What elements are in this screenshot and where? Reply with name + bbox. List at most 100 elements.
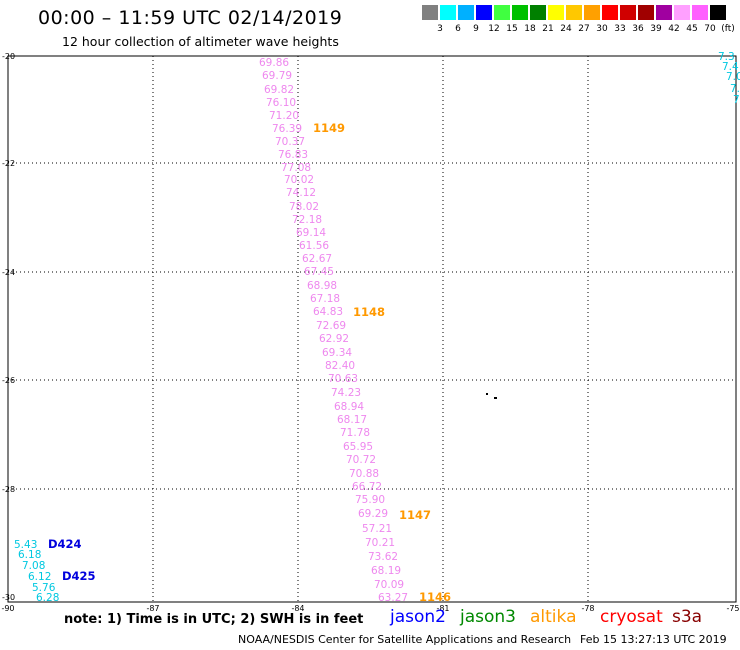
wave-height-label: 76.39 bbox=[272, 123, 302, 135]
page-subtitle: 12 hour collection of altimeter wave hei… bbox=[62, 34, 339, 49]
satellite-legend-item: s3a bbox=[672, 607, 703, 627]
legend-label: (ft) bbox=[721, 24, 735, 34]
wave-height-label: 7. bbox=[730, 83, 740, 95]
track-id-label: D425 bbox=[62, 569, 96, 583]
longitude-tick-label: -81 bbox=[436, 604, 449, 613]
wave-height-label: 6.28 bbox=[36, 592, 59, 604]
wave-height-label: 62.67 bbox=[302, 253, 332, 265]
satellite-legend-item: altika bbox=[530, 607, 577, 627]
note-text: note: 1) Time is in UTC; 2) SWH is in fe… bbox=[64, 612, 364, 627]
legend-label: 42 bbox=[668, 24, 680, 34]
wave-height-label: 7.0 bbox=[726, 71, 740, 83]
page-title: 00:00 – 11:59 UTC 02/14/2019 bbox=[38, 7, 343, 29]
wave-height-label: 67.18 bbox=[310, 293, 340, 305]
wave-height-label: 72.69 bbox=[316, 320, 346, 332]
wave-height-label: 69.29 bbox=[358, 508, 388, 520]
wave-height-label: 6.18 bbox=[18, 549, 41, 561]
wave-height-label: 71.78 bbox=[340, 427, 370, 439]
wave-height-label: 72.18 bbox=[292, 214, 322, 226]
legend-swatch bbox=[548, 5, 564, 20]
legend-swatch bbox=[674, 5, 690, 20]
wave-height-label: 69.86 bbox=[259, 57, 289, 69]
legend-swatch bbox=[710, 5, 726, 20]
wave-height-label: 7.08 bbox=[22, 560, 45, 572]
legend-swatch bbox=[440, 5, 456, 20]
wave-height-label: 70.37 bbox=[275, 136, 305, 148]
wave-height-label: 64.83 bbox=[313, 306, 343, 318]
legend-label: 70 bbox=[704, 24, 716, 34]
legend-label: 18 bbox=[524, 24, 536, 34]
wave-height-label: 61.56 bbox=[299, 240, 329, 252]
wave-height-label: 70.02 bbox=[284, 174, 314, 186]
legend-swatch bbox=[512, 5, 528, 20]
legend-swatch bbox=[584, 5, 600, 20]
wave-height-label: 70.63 bbox=[328, 373, 358, 385]
wave-height-label: 70.09 bbox=[374, 579, 404, 591]
wave-height-label: 7.3 bbox=[718, 51, 735, 63]
legend-label: 33 bbox=[614, 24, 626, 34]
longitude-tick-label: -90 bbox=[1, 604, 14, 613]
longitude-tick-label: -84 bbox=[291, 604, 304, 613]
wave-height-label: 82.40 bbox=[325, 360, 355, 372]
wave-height-label: 62.92 bbox=[319, 333, 349, 345]
legend-label: 15 bbox=[506, 24, 518, 34]
wave-height-label: 57.21 bbox=[362, 523, 392, 535]
wave-height-label: 69.82 bbox=[264, 84, 294, 96]
wave-height-label: 73.62 bbox=[368, 551, 398, 563]
legend-label: 36 bbox=[632, 24, 644, 34]
latitude-tick-label: -22 bbox=[2, 159, 15, 168]
wave-height-label: 68.98 bbox=[307, 280, 337, 292]
legend-label: 45 bbox=[686, 24, 698, 34]
wave-height-label: 63.27 bbox=[378, 592, 408, 604]
legend-label: 9 bbox=[473, 24, 479, 34]
wave-height-label: 74.23 bbox=[331, 387, 361, 399]
wave-height-label: 70.72 bbox=[346, 454, 376, 466]
wave-height-label: 71.20 bbox=[269, 110, 299, 122]
latitude-tick-label: -20 bbox=[2, 52, 15, 61]
longitude-tick-label: -87 bbox=[146, 604, 159, 613]
legend-swatch bbox=[422, 5, 438, 20]
legend-swatch bbox=[566, 5, 582, 20]
legend-swatch bbox=[494, 5, 510, 20]
wave-height-label: 69.34 bbox=[322, 347, 352, 359]
track-id-label: D424 bbox=[48, 537, 82, 551]
wave-height-label: 65.95 bbox=[343, 441, 373, 453]
latitude-tick-label: -24 bbox=[2, 268, 15, 277]
wave-height-label: 77.08 bbox=[281, 162, 311, 174]
wave-height-label: 69.79 bbox=[262, 70, 292, 82]
wave-height-label: 67.45 bbox=[304, 266, 334, 278]
wave-height-label: 70.21 bbox=[365, 537, 395, 549]
legend-label: 3 bbox=[437, 24, 443, 34]
wave-height-label: 66.72 bbox=[352, 481, 382, 493]
satellite-legend-item: jason2 bbox=[390, 607, 446, 627]
latitude-tick-label: -30 bbox=[2, 593, 15, 602]
legend-label: 24 bbox=[560, 24, 572, 34]
satellite-legend-item: cryosat bbox=[600, 607, 663, 627]
legend-label: 27 bbox=[578, 24, 590, 34]
wave-height-label: 5.43 bbox=[14, 539, 37, 551]
legend-label: 12 bbox=[488, 24, 500, 34]
wave-height-label: 68.17 bbox=[337, 414, 367, 426]
wave-height-label: 6.12 bbox=[28, 571, 51, 583]
wave-height-label: 7 bbox=[733, 94, 740, 106]
wave-height-label: 74.12 bbox=[286, 187, 316, 199]
wave-height-label: 75.90 bbox=[355, 494, 385, 506]
wave-height-label: 76.83 bbox=[278, 149, 308, 161]
longitude-tick-label: -75 bbox=[726, 604, 739, 613]
legend-swatch bbox=[620, 5, 636, 20]
track-id-label: 1146 bbox=[419, 590, 451, 604]
wave-height-label: 76.10 bbox=[266, 97, 296, 109]
legend-swatch bbox=[602, 5, 618, 20]
generation-timestamp: Feb 15 13:27:13 UTC 2019 bbox=[580, 633, 727, 646]
longitude-tick-label: -78 bbox=[581, 604, 594, 613]
legend-swatch bbox=[656, 5, 672, 20]
legend-swatch bbox=[692, 5, 708, 20]
legend-swatch bbox=[458, 5, 474, 20]
legend-label: 21 bbox=[542, 24, 554, 34]
credit-text: NOAA/NESDIS Center for Satellite Applica… bbox=[238, 633, 572, 646]
legend-swatch bbox=[530, 5, 546, 20]
map-frame bbox=[7, 55, 737, 603]
legend-label: 30 bbox=[596, 24, 608, 34]
wave-height-label: 70.88 bbox=[349, 468, 379, 480]
